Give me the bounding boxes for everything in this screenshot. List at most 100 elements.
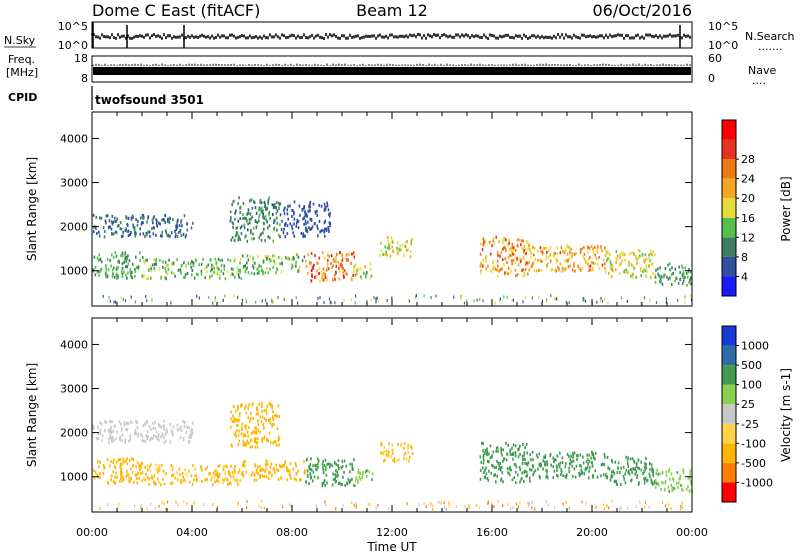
data-cell: [513, 463, 516, 467]
data-cell: [259, 469, 262, 473]
data-cell: [159, 435, 162, 439]
data-cell: [596, 300, 598, 304]
data-cell: [138, 464, 140, 468]
data-cell: [497, 461, 500, 465]
data-cell: [298, 269, 301, 273]
data-cell: [603, 463, 606, 467]
data-cell: [278, 443, 280, 447]
data-cell: [269, 417, 271, 421]
data-cell: [114, 466, 117, 470]
data-cell: [541, 250, 544, 254]
data-cell: [177, 503, 179, 507]
data-cell: [248, 403, 250, 407]
data-cell: [643, 481, 646, 485]
data-cell: [605, 474, 607, 478]
data-cell: [387, 239, 389, 243]
data-cell: [501, 258, 504, 262]
data-cell: [180, 429, 183, 433]
data-cell: [503, 457, 506, 461]
power-ylabel: Slant Range [km]: [25, 157, 39, 261]
data-cell: [125, 259, 128, 263]
data-cell: [214, 257, 217, 261]
data-cell: [136, 461, 139, 465]
data-cell: [144, 440, 147, 444]
data-cell: [514, 249, 517, 252]
data-cell: [258, 236, 261, 240]
data-cell: [234, 258, 237, 262]
data-cell: [526, 241, 529, 245]
data-cell: [112, 220, 114, 224]
data-cell: [328, 297, 330, 301]
data-cell: [335, 475, 337, 479]
data-cell: [330, 254, 333, 258]
data-cell: [126, 470, 128, 473]
data-cell: [106, 458, 109, 462]
data-cell: [615, 260, 617, 264]
colorbar-swatch: [722, 384, 736, 405]
data-cell: [410, 239, 413, 243]
data-cell: [306, 474, 309, 478]
data-cell: [604, 249, 607, 253]
data-cell: [115, 460, 118, 464]
data-cell: [124, 228, 127, 232]
data-cell: [642, 270, 644, 274]
data-cell: [230, 267, 233, 271]
data-cell: [184, 273, 187, 276]
data-cell: [383, 450, 386, 454]
data-cell: [287, 204, 289, 208]
data-cell: [111, 430, 113, 434]
data-cell: [664, 481, 667, 485]
data-cell: [568, 257, 571, 261]
data-cell: [169, 234, 171, 238]
data-cell: [251, 237, 253, 241]
data-cell: [353, 268, 356, 272]
data-cell: [141, 471, 144, 475]
data-cell: [343, 459, 346, 463]
data-cell: [240, 277, 243, 281]
data-cell: [286, 469, 288, 473]
data-cell: [267, 226, 269, 230]
velocity-ylabel: Slant Range [km]: [25, 363, 39, 467]
data-cell: [501, 267, 503, 271]
data-cell: [161, 500, 163, 504]
data-cell: [210, 269, 212, 273]
data-cell: [244, 270, 247, 274]
data-cell: [234, 469, 236, 473]
data-cell: [347, 253, 350, 256]
data-cell: [268, 477, 270, 481]
data-cell: [527, 262, 529, 266]
data-cell: [651, 480, 653, 484]
data-cell: [109, 464, 111, 468]
data-cell: [326, 266, 329, 270]
data-cell: [255, 300, 257, 304]
freq-trace: [92, 63, 691, 75]
data-cell: [123, 421, 125, 425]
data-cell: [643, 258, 645, 262]
data-cell: [229, 219, 232, 223]
data-cell: [281, 262, 283, 266]
data-cell: [181, 224, 183, 228]
data-cell: [678, 481, 680, 485]
data-cell: [624, 258, 626, 262]
data-cell: [122, 230, 124, 234]
data-cell: [314, 275, 317, 279]
data-cell: [476, 298, 478, 302]
data-cell: [127, 262, 130, 266]
data-cell: [385, 250, 387, 254]
data-cell: [267, 254, 270, 258]
data-cell: [497, 253, 499, 257]
data-cell: [302, 232, 305, 236]
data-cell: [308, 465, 310, 469]
data-cell: [111, 420, 113, 424]
data-cell: [114, 216, 116, 220]
data-cell: [679, 507, 682, 511]
data-cell: [407, 248, 409, 252]
data-cell: [482, 455, 485, 459]
data-cell: [313, 263, 315, 267]
data-cell: [527, 244, 530, 248]
data-cell: [120, 296, 122, 300]
data-cell: [537, 467, 539, 471]
data-cell: [99, 216, 101, 220]
data-cell: [283, 464, 285, 468]
data-cell: [231, 444, 233, 448]
